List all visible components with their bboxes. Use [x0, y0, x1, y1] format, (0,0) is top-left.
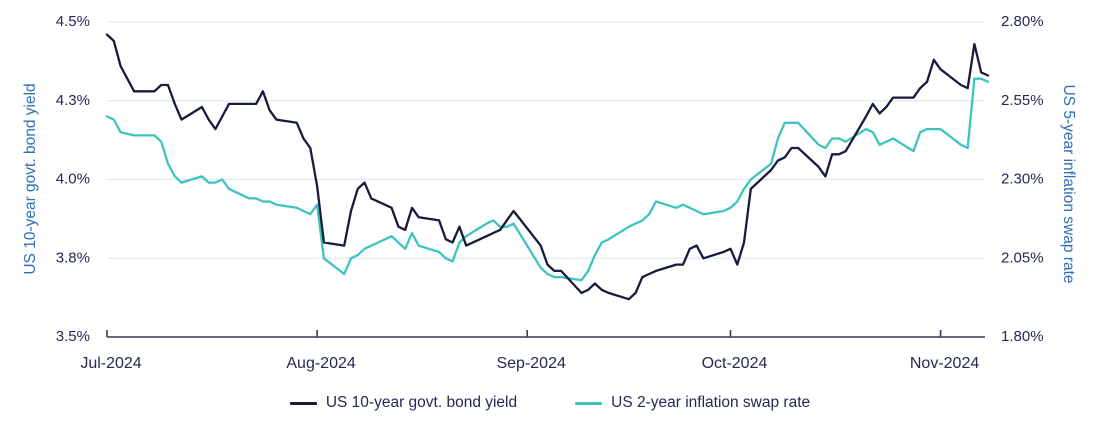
inflation-swap-line-swatch: [575, 401, 603, 405]
x-tick-label: Sep-2024: [496, 355, 565, 372]
bond-yield-line: [105, 33, 990, 301]
right-tick-label: 2.80%: [1001, 13, 1044, 30]
left-tick-label: 4.0%: [56, 171, 90, 188]
inflation-swap-line: [105, 77, 990, 282]
legend-item-bond-yield: US 10-year govt. bond yield: [289, 394, 518, 412]
x-tick-label: Jul-2024: [80, 355, 141, 372]
legend-label-bond-yield: US 10-year govt. bond yield: [325, 394, 518, 411]
bond-yield-line-swatch: [289, 401, 317, 405]
legend-label-inflation-swap: US 2-year inflation swap rate: [611, 394, 811, 411]
right-tick-label: 2.05%: [1001, 249, 1044, 266]
left-tick-label: 3.8%: [56, 249, 90, 266]
legend: US 10-year govt. bond yield US 2-year in…: [0, 394, 1100, 412]
right-tick-label: 1.80%: [1001, 328, 1044, 345]
left-tick-label: 4.5%: [56, 13, 90, 30]
x-tick-label: Aug-2024: [286, 355, 355, 372]
right-tick-label: 2.55%: [1001, 92, 1044, 109]
x-tick-label: Nov-2024: [910, 355, 979, 372]
right-tick-label: 2.30%: [1001, 171, 1044, 188]
left-tick-label: 3.5%: [56, 328, 90, 345]
left-tick-label: 4.3%: [56, 92, 90, 109]
legend-item-inflation-swap: US 2-year inflation swap rate: [575, 394, 810, 412]
x-tick-label: Oct-2024: [702, 355, 768, 372]
